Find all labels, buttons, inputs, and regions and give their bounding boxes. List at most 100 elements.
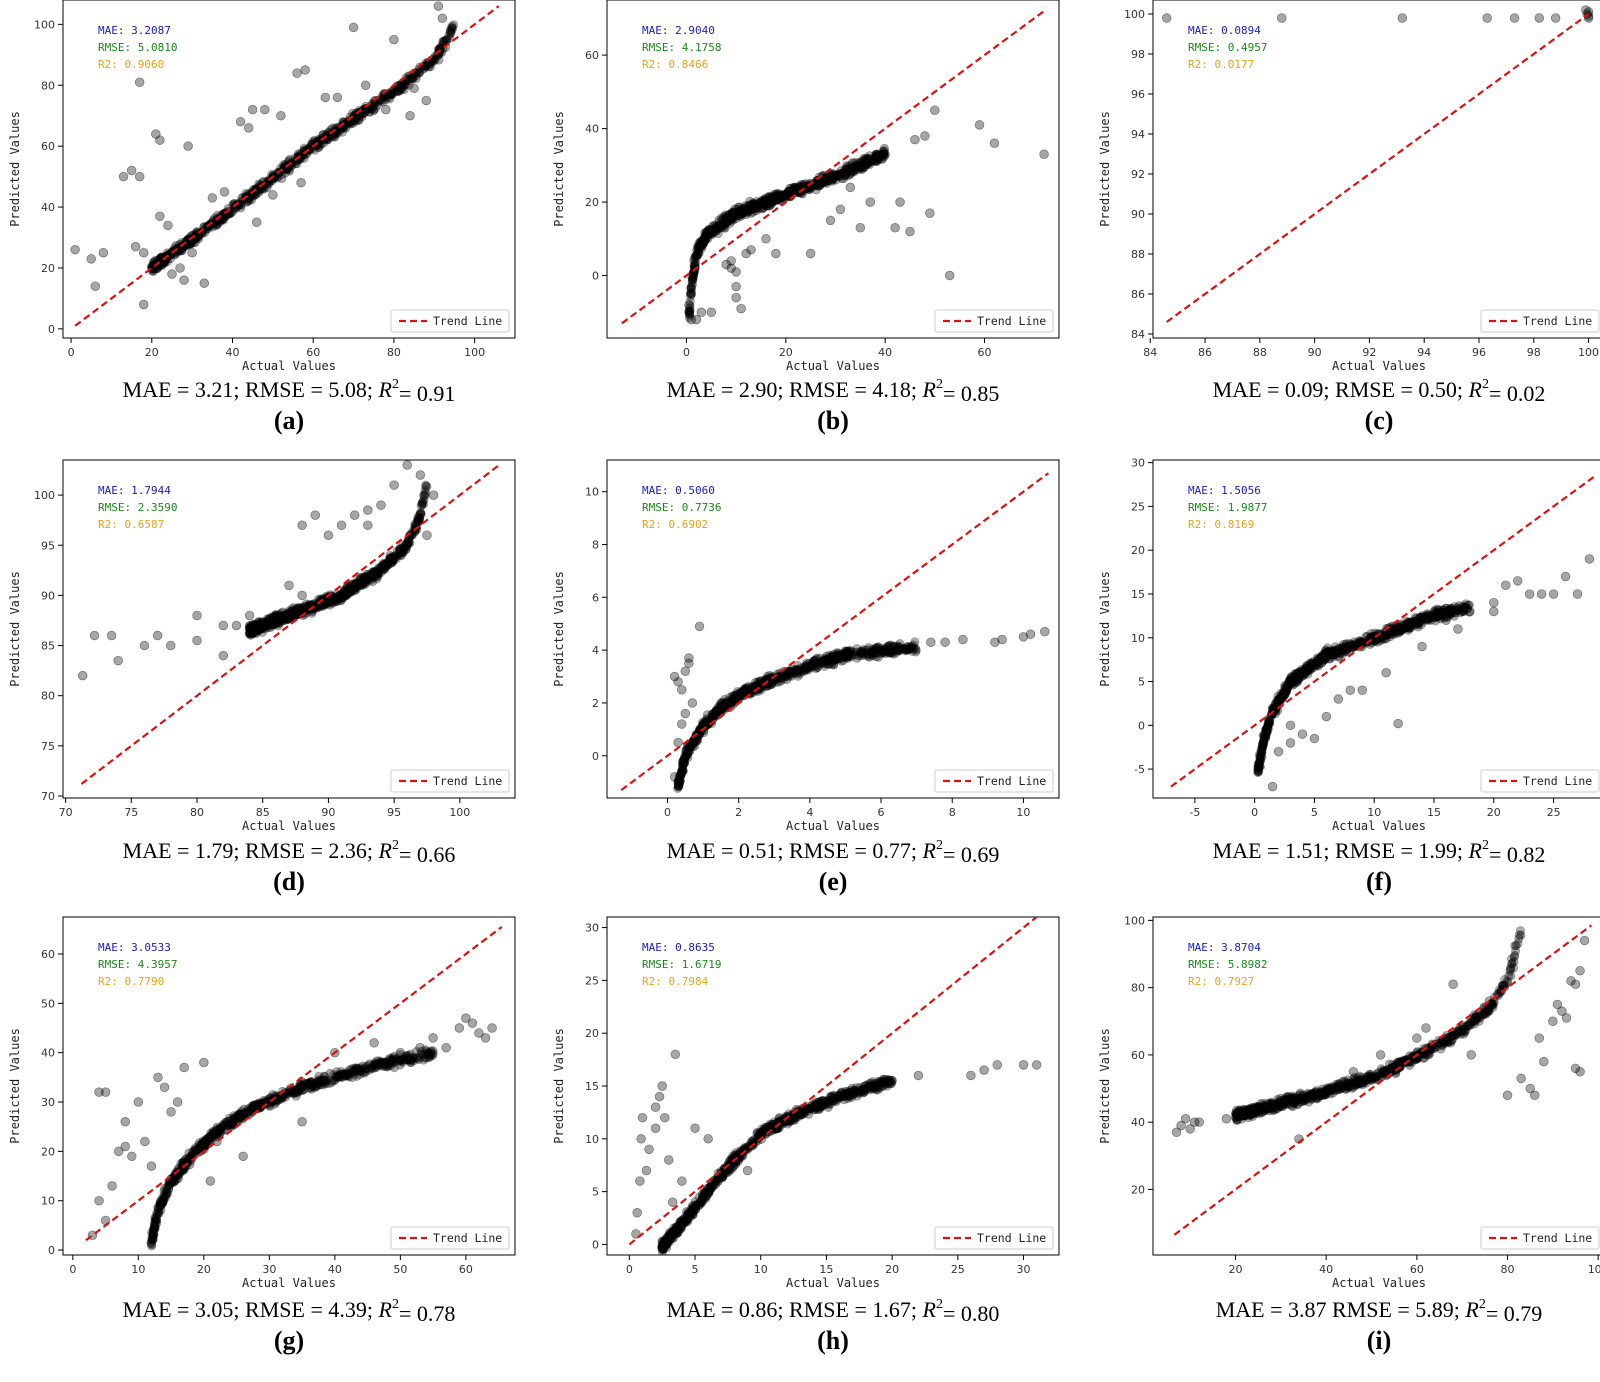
data-point: [151, 129, 161, 139]
data-point: [851, 164, 861, 174]
data-point: [399, 80, 409, 90]
data-point: [699, 239, 709, 249]
x-axis-label: Actual Values: [786, 359, 880, 373]
y-tick-label: 10: [585, 1133, 599, 1146]
data-point: [862, 159, 872, 169]
data-point: [704, 224, 714, 234]
data-point: [228, 200, 238, 210]
data-point: [734, 202, 744, 212]
x-axis-label: Actual Values: [786, 819, 880, 833]
data-point: [1524, 589, 1535, 599]
data-point: [320, 92, 331, 103]
data-point: [842, 646, 852, 656]
data-point: [835, 204, 846, 215]
data-point: [823, 172, 833, 182]
y-tick-label: 86: [1131, 288, 1145, 301]
data-point: [861, 155, 871, 165]
data-point: [743, 205, 753, 215]
data-point: [856, 164, 866, 174]
data-point: [673, 677, 683, 687]
data-point: [907, 642, 917, 652]
data-point: [1489, 606, 1499, 617]
data-point: [297, 1117, 307, 1127]
data-point: [1584, 554, 1595, 564]
x-tick-label: 95: [387, 806, 401, 819]
data-point: [703, 231, 713, 241]
data-point: [737, 207, 747, 217]
data-point: [1512, 576, 1523, 586]
data-point: [774, 195, 784, 205]
data-point: [344, 117, 354, 127]
data-point: [1309, 733, 1320, 744]
y-tick-label: 100: [34, 489, 55, 502]
data-point: [877, 154, 887, 164]
data-point: [852, 160, 862, 170]
data-point: [846, 164, 856, 174]
data-point: [818, 171, 828, 181]
data-point: [804, 661, 814, 671]
data-point: [441, 1043, 451, 1053]
data-point: [930, 105, 940, 115]
x-tick-label: 8: [949, 806, 956, 819]
data-point: [689, 268, 699, 278]
data-point: [480, 1033, 491, 1043]
data-point: [944, 270, 955, 281]
y-tick-label: 88: [1131, 248, 1145, 261]
y-tick-label: 40: [41, 201, 55, 214]
data-point: [444, 31, 454, 41]
x-tick-label: 20: [885, 1263, 899, 1276]
plot-area: [62, 0, 516, 339]
data-point: [293, 1086, 303, 1096]
data-point: [852, 160, 862, 170]
data-point: [378, 97, 388, 107]
y-tick-label: 0: [592, 750, 599, 763]
x-tick-label: 0: [68, 346, 75, 359]
data-point: [745, 203, 755, 213]
data-point: [752, 197, 762, 207]
data-point: [242, 197, 252, 207]
data-point: [722, 218, 732, 228]
data-point: [703, 225, 713, 235]
data-point: [823, 176, 833, 186]
data-point: [377, 95, 387, 105]
data-point: [855, 162, 865, 172]
data-point: [814, 181, 824, 191]
data-point: [348, 118, 358, 128]
data-point: [435, 43, 445, 53]
data-point: [815, 180, 825, 190]
data-point: [1257, 748, 1267, 758]
data-point: [835, 170, 845, 180]
y-tick-label: 50: [41, 997, 55, 1010]
data-point: [859, 155, 869, 165]
y-tick-label: 10: [41, 1195, 55, 1208]
data-point: [855, 161, 865, 171]
data-point: [771, 195, 781, 205]
data-point: [387, 89, 397, 99]
data-point: [1283, 681, 1293, 691]
data-point: [308, 143, 318, 153]
data-point: [865, 154, 875, 164]
data-point: [849, 158, 859, 168]
data-point: [771, 192, 781, 202]
data-point: [120, 1117, 130, 1127]
data-point: [707, 225, 717, 235]
data-point: [331, 129, 341, 139]
data-point: [434, 55, 444, 65]
data-point: [746, 202, 756, 212]
data-point: [238, 1151, 248, 1162]
data-point: [192, 610, 202, 621]
y-axis-label: Predicted Values: [8, 571, 22, 687]
data-point: [1397, 13, 1408, 23]
data-point: [753, 201, 763, 211]
data-point: [701, 234, 711, 244]
data-point: [843, 162, 853, 172]
y-axis-label: Predicted Values: [1098, 111, 1112, 227]
data-point: [820, 176, 830, 186]
data-point: [720, 219, 730, 229]
data-point: [824, 172, 834, 182]
data-point: [381, 94, 391, 104]
data-point: [749, 201, 759, 211]
